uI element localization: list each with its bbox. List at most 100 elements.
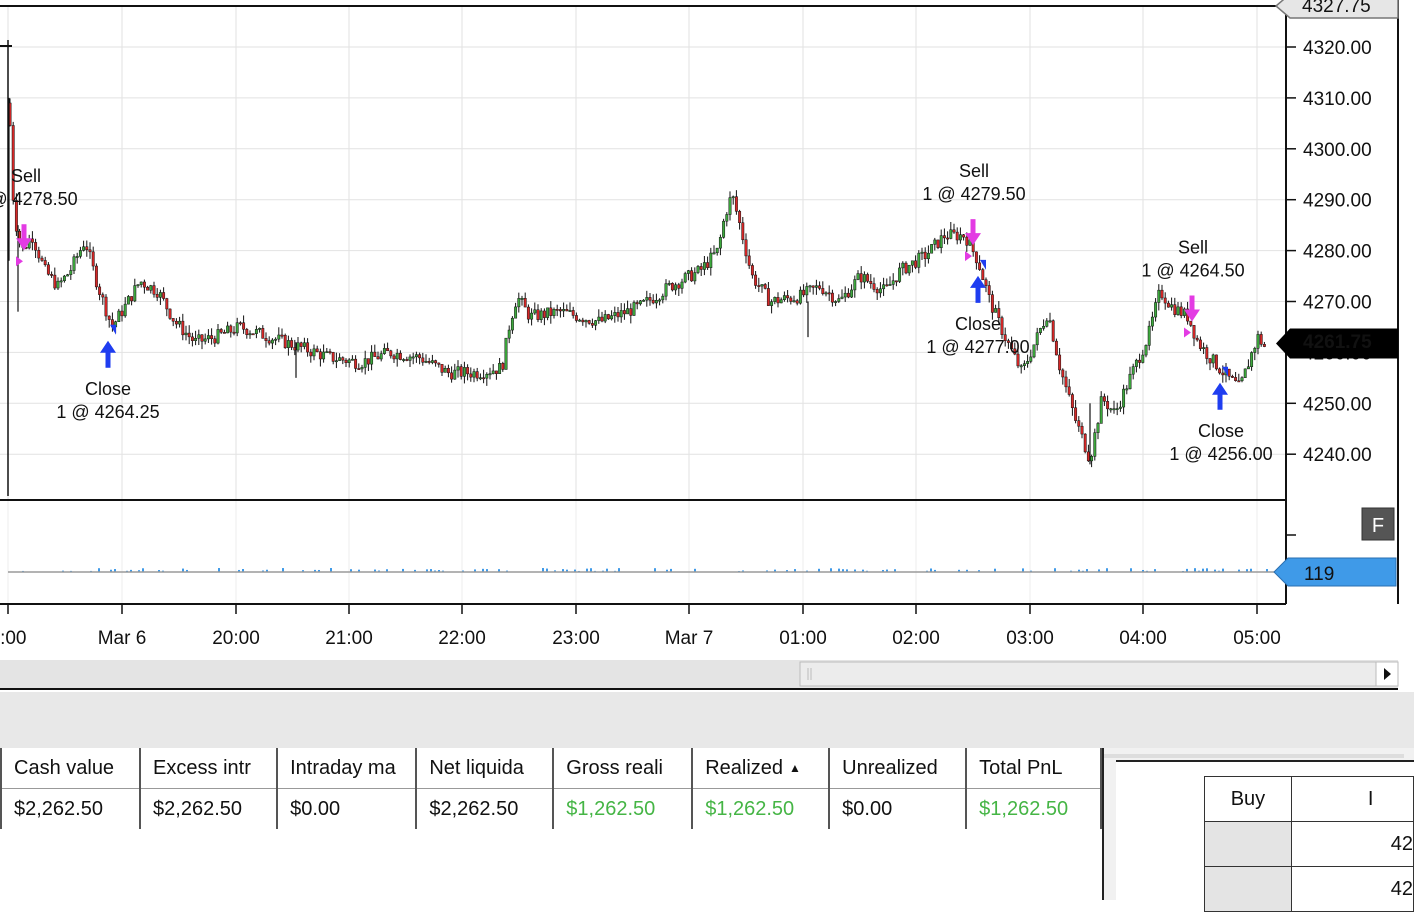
col-header-net-liquidation[interactable]: Net liquida [416, 748, 555, 789]
candle-body [1182, 308, 1186, 316]
volume-bar [1186, 568, 1188, 572]
candle-body [696, 266, 700, 273]
candle-body [104, 296, 108, 317]
col-header-realized[interactable]: Realized ▲ [692, 748, 831, 789]
dom-row[interactable]: 42 [1204, 821, 1414, 867]
candle-body [1166, 302, 1170, 308]
candle-body [853, 279, 857, 291]
candle-body [546, 307, 550, 318]
candle-body [149, 285, 153, 291]
dom-header-next[interactable]: I [1290, 776, 1414, 822]
candle-body [907, 264, 911, 274]
candle-body [1102, 396, 1106, 402]
dom-price-cell[interactable]: 42 [1290, 866, 1414, 912]
candle-body [1054, 340, 1058, 356]
candle-body [1170, 304, 1174, 308]
candle-body [510, 317, 514, 331]
dom-header-row: Buy I [1204, 776, 1414, 822]
volume-bar [358, 569, 360, 572]
candle-body [562, 309, 566, 312]
volume-bar [742, 570, 744, 572]
candle-body [1048, 320, 1052, 323]
volume-bar [498, 569, 500, 572]
candle-body [1208, 358, 1212, 364]
candle-body [72, 256, 76, 271]
volume-bar [110, 569, 112, 572]
volume-bar [1206, 568, 1208, 572]
f-button[interactable]: F [1361, 507, 1395, 541]
candle-body [962, 234, 966, 238]
volume-bar [1238, 569, 1240, 572]
col-header-total-pnl[interactable]: Total PnL [966, 748, 1102, 789]
candle-body [629, 308, 633, 316]
candle-body [549, 307, 553, 316]
sell-arrow-head-icon [16, 238, 32, 251]
col-header-intraday-margin[interactable]: Intraday ma [277, 748, 418, 789]
candle-body [654, 300, 658, 304]
price-axis[interactable]: 4320.00 4310.00 4300.00 4290.00 4280.00 4270.… [1286, 38, 1372, 466]
candle-body [661, 295, 665, 301]
candle-body [366, 358, 370, 365]
horizontal-scrollbar[interactable] [0, 660, 1399, 690]
dom-buy-cell[interactable] [1204, 821, 1292, 867]
candle-body [1221, 372, 1225, 376]
sell-arrow-head-icon [1184, 309, 1200, 322]
scrollbar-thumb[interactable] [799, 661, 1377, 687]
candle-body [325, 351, 329, 354]
candle-body [626, 308, 630, 315]
candle-body [194, 338, 198, 341]
candle-body [830, 292, 834, 303]
col-header-gross-realized[interactable]: Gross reali [553, 748, 694, 789]
sell-fill-marker-icon [965, 251, 972, 262]
dom-row[interactable]: 42 [1204, 866, 1414, 912]
candle-body [1074, 407, 1078, 421]
dom-header-buy[interactable]: Buy [1204, 776, 1292, 822]
volume-bar [318, 569, 320, 572]
candle-body [555, 309, 559, 311]
candle-body [904, 262, 908, 274]
candle-body [1086, 451, 1090, 462]
candle-body [1163, 297, 1167, 304]
price-chart[interactable]: Sell 1 @ 4278.50 Close 1 @ 4264.25 Sell 1 @ 4… [0, 0, 1414, 692]
sort-ascending-icon: ▲ [789, 761, 801, 776]
sell-arrow-icon [1189, 295, 1195, 312]
col-header-excess-intraday[interactable]: Excess intr [140, 748, 279, 789]
candle-body [792, 300, 796, 303]
candle-body [152, 285, 156, 295]
candle-body [158, 292, 162, 298]
candle-body [142, 281, 146, 288]
trade-marker-sell: Sell 1 @ 4279.50 [922, 161, 1026, 262]
price-plot-area[interactable] [0, 6, 1286, 500]
cell-unrealized: $0.00 [829, 788, 968, 829]
candle-body [517, 298, 521, 308]
f-button-label[interactable]: F [1372, 515, 1384, 537]
candle-body [725, 214, 729, 222]
close-fill-marker-icon [110, 324, 116, 335]
candle-body [181, 320, 185, 336]
chart-panel[interactable]: Sell 1 @ 4278.50 Close 1 @ 4264.25 Sell 1 @ 4… [0, 0, 1414, 692]
candle-body [1211, 354, 1215, 364]
candle-body [62, 275, 66, 282]
time-axis-label: 7:00 [0, 628, 26, 649]
trade-label-action: Close [955, 314, 1001, 334]
time-axis[interactable]: 7:00 Mar 6 20:00 21:00 22:00 23:00 Mar 7 01:00 0… [0, 604, 1281, 649]
col-header-unrealized[interactable]: Unrealized [829, 748, 968, 789]
dom-price-cell[interactable]: 42 [1290, 821, 1414, 867]
price-axis-label: 4250.00 [1303, 394, 1372, 415]
volume-bar [1194, 568, 1196, 572]
candle-body [318, 351, 322, 360]
candle-body [670, 283, 674, 291]
col-header-cash-value[interactable]: Cash value [0, 748, 142, 789]
candle-body [1010, 342, 1014, 350]
candle-body [552, 309, 556, 316]
candle-body [1106, 401, 1110, 410]
candle-body [526, 306, 530, 320]
candle-body [1259, 334, 1263, 345]
candle-body [568, 310, 572, 312]
dom-buy-cell[interactable] [1204, 866, 1292, 912]
candle-body [482, 377, 486, 380]
candle-body [331, 352, 335, 362]
volume-bar [426, 569, 428, 572]
volume-bar [786, 570, 788, 572]
account-header-row: Cash value Excess intr Intraday ma Net l… [0, 748, 1102, 789]
